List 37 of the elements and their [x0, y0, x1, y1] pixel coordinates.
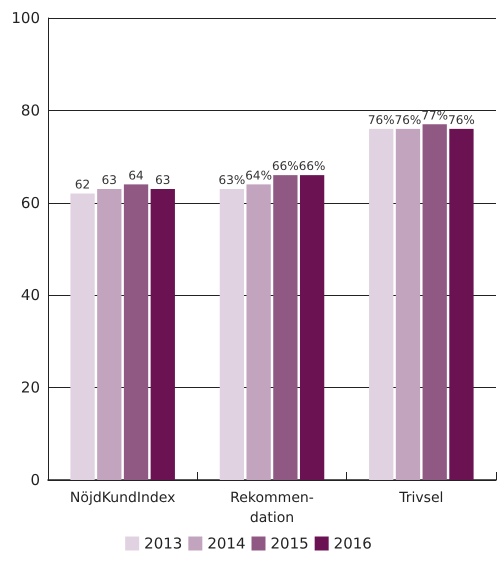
- bar: [220, 188, 244, 480]
- x-tick-label: Trivsel: [398, 490, 444, 506]
- y-tick-label: 60: [20, 194, 40, 212]
- data-label: 77%: [421, 108, 448, 122]
- bar: [449, 128, 474, 480]
- x-tick-label: NöjdKundIndex: [70, 490, 176, 506]
- data-label: 76%: [448, 112, 475, 127]
- data-label: 64: [128, 168, 144, 182]
- bar: [124, 184, 148, 480]
- legend-label: 2013: [144, 534, 182, 552]
- legend-label: 2015: [270, 534, 309, 552]
- bar: [150, 188, 175, 480]
- bar: [396, 128, 420, 480]
- legend-label: 2014: [207, 534, 246, 552]
- data-label: 63: [155, 172, 170, 187]
- y-tick-label: 20: [20, 378, 40, 397]
- data-label: 62: [74, 178, 90, 192]
- bar: [246, 184, 271, 480]
- bar: [300, 175, 324, 480]
- data-label: 64%: [245, 168, 272, 182]
- bar: [70, 194, 95, 480]
- bar: [422, 124, 447, 480]
- y-tick-label: 40: [20, 286, 40, 304]
- bar: [273, 175, 298, 480]
- data-label: 76%: [394, 112, 422, 127]
- bar: [369, 128, 394, 480]
- bar: [97, 188, 122, 480]
- data-label: 63: [102, 172, 117, 187]
- x-tick-label: Rekommen- dation: [230, 490, 314, 526]
- y-tick-label: 100: [11, 9, 40, 27]
- data-label: 66%: [298, 159, 326, 174]
- data-label: 63%: [218, 172, 246, 187]
- y-tick-label: 80: [20, 101, 40, 120]
- data-label: 66%: [272, 159, 299, 174]
- legend-label: 2016: [334, 534, 372, 552]
- y-tick-label: 0: [30, 471, 40, 489]
- data-label: 76%: [368, 112, 395, 127]
